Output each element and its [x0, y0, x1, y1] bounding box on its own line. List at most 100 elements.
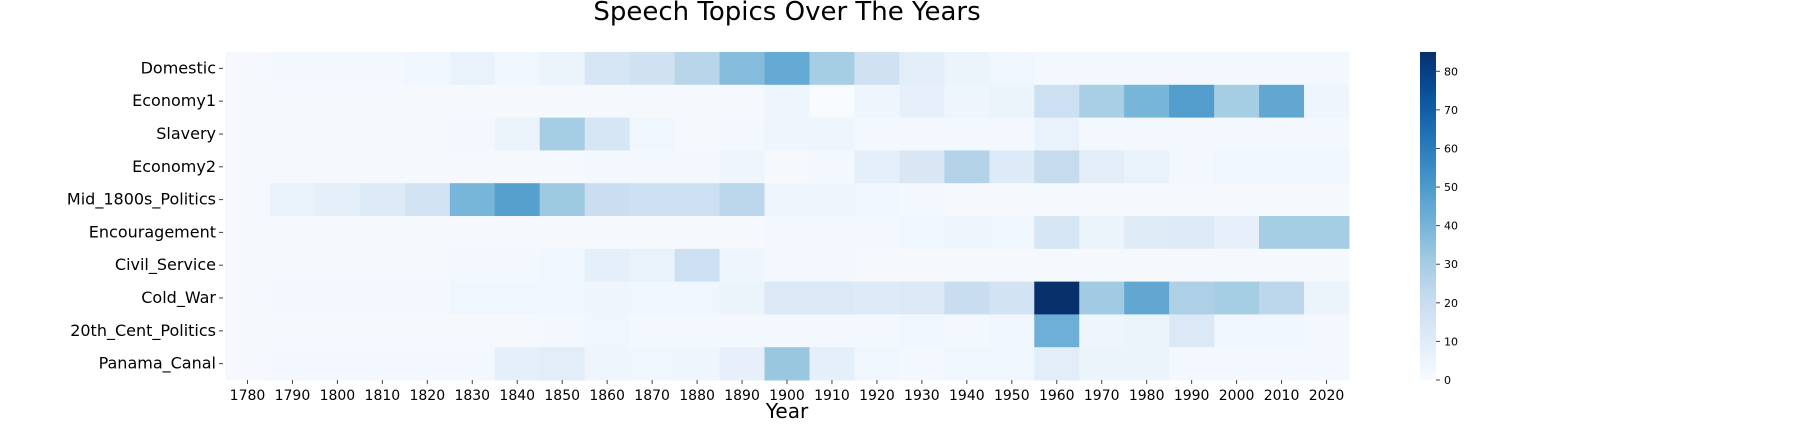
column-label: 1820 [409, 388, 445, 404]
heatmap-cell [225, 347, 271, 381]
heatmap-cell [719, 248, 766, 283]
heatmap-cell [1124, 52, 1170, 86]
heatmap-cell [1079, 84, 1125, 119]
heatmap-cell [854, 84, 900, 119]
heatmap-cell [449, 150, 496, 184]
column-label: 1870 [634, 388, 670, 404]
heatmap-cell [944, 84, 990, 119]
heatmap-cell [584, 281, 631, 315]
heatmap-cell [269, 117, 316, 151]
column-label: 1910 [814, 388, 850, 404]
heatmap-cell [539, 84, 586, 119]
heatmap-cell [225, 314, 271, 348]
heatmap-cell [1079, 52, 1125, 86]
colorbar-tick-label: 80 [1444, 65, 1458, 78]
heatmap-cell [314, 117, 361, 151]
heatmap-cell [1214, 281, 1260, 315]
heatmap-cell [944, 314, 990, 348]
heatmap-cell [764, 150, 810, 184]
heatmap-cell [854, 52, 900, 86]
heatmap-cell [854, 347, 900, 381]
heatmap-cell [449, 347, 496, 381]
heatmap-cell [1169, 52, 1215, 86]
heatmap-cell [989, 183, 1035, 217]
colorbar-tick-label: 20 [1444, 297, 1458, 310]
heatmap-cell [809, 216, 855, 250]
heatmap-cell [944, 281, 990, 315]
heatmap-cell [404, 117, 451, 151]
heatmap-cell [1214, 347, 1260, 381]
heatmap-cell [494, 248, 541, 283]
heatmap-cell [1034, 281, 1080, 315]
heatmap-cell [989, 347, 1035, 381]
heatmap-cell [404, 248, 451, 283]
heatmap-cell [359, 183, 406, 217]
column-label: 1940 [949, 388, 985, 404]
heatmap-cell [1304, 281, 1350, 315]
heatmap-cell [1079, 281, 1125, 315]
heatmap-cell [809, 183, 855, 217]
colorbar [1420, 52, 1436, 380]
heatmap-cell [314, 248, 361, 283]
heatmap-cell [674, 183, 721, 217]
heatmap-cell [269, 52, 316, 86]
heatmap-cell [1034, 183, 1080, 217]
heatmap-cell [1214, 183, 1260, 217]
column-label: 1840 [499, 388, 535, 404]
heatmap-cell [944, 216, 990, 250]
heatmap-cell [359, 117, 406, 151]
heatmap-cell [539, 117, 586, 151]
heatmap-cell [899, 314, 945, 348]
heatmap-cell [539, 314, 586, 348]
heatmap-cell [899, 248, 945, 283]
heatmap-cell [269, 281, 316, 315]
heatmap-cell [899, 183, 945, 217]
heatmap-cell [1079, 248, 1125, 283]
heatmap-cell [1124, 281, 1170, 315]
heatmap-cell [674, 216, 721, 250]
column-label: 1950 [994, 388, 1030, 404]
colorbar-tick-label: 0 [1444, 374, 1451, 387]
heatmap-cell [494, 281, 541, 315]
heatmap-cell [1304, 347, 1350, 381]
heatmap-cell [989, 248, 1035, 283]
heatmap-cell [1124, 183, 1170, 217]
column-label: 1920 [859, 388, 895, 404]
heatmap-cell [1214, 150, 1260, 184]
colorbar-tick-label: 60 [1444, 142, 1458, 155]
heatmap-cell [944, 183, 990, 217]
chart-title: Speech Topics Over The Years [593, 0, 980, 27]
heatmap-cell [539, 52, 586, 86]
heatmap-cell [944, 347, 990, 381]
heatmap-cell [1124, 117, 1170, 151]
heatmap-cell [989, 314, 1035, 348]
heatmap-cell [1034, 216, 1080, 250]
heatmap-cell [1169, 216, 1215, 250]
heatmap-cell [1079, 183, 1125, 217]
heatmap-cell [854, 183, 900, 217]
heatmap-cell [494, 84, 541, 119]
column-label: 1790 [275, 388, 311, 404]
heatmap-cell [1079, 314, 1125, 348]
heatmap-cell [404, 216, 451, 250]
heatmap-cell [225, 52, 271, 86]
heatmap-cell [764, 314, 810, 348]
heatmap-cell [764, 248, 810, 283]
heatmap-cell [989, 150, 1035, 184]
heatmap-cell [449, 248, 496, 283]
heatmap-cell [494, 117, 541, 151]
heatmap-cell [359, 347, 406, 381]
heatmap-cell [225, 216, 271, 250]
heatmap-cell [1169, 117, 1215, 151]
heatmap-cell [989, 281, 1035, 315]
heatmap-cell [764, 183, 810, 217]
heatmap-cell [1124, 216, 1170, 250]
heatmap-cell [674, 117, 721, 151]
row-label: Economy1 [132, 91, 216, 110]
column-label: 1830 [454, 388, 490, 404]
heatmap-cell [629, 183, 676, 217]
heatmap-cell [989, 52, 1035, 86]
colorbar-tick-label: 30 [1444, 258, 1458, 271]
heatmap-cell [584, 52, 631, 86]
